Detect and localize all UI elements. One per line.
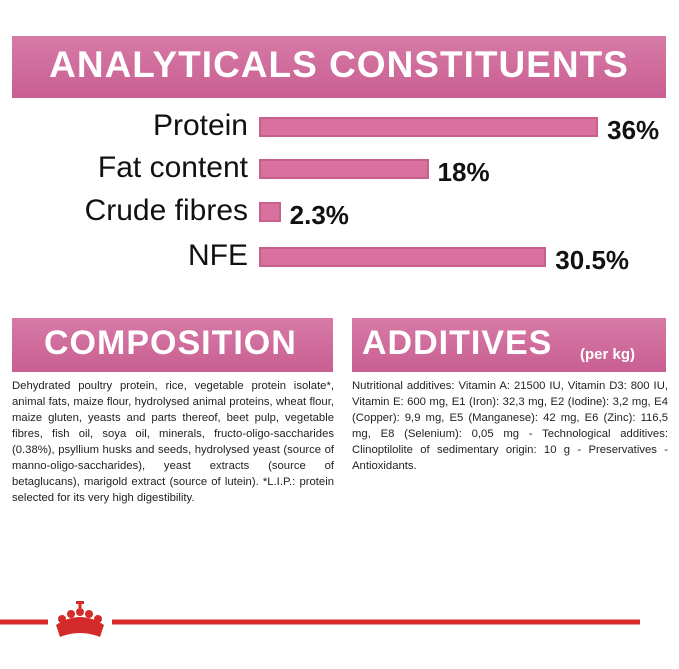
bar [259,117,599,137]
value-label: 30.5% [555,245,630,275]
category-label: Fat content [97,151,248,184]
value-label: 18% [437,157,490,187]
footer [0,601,640,637]
chart-title: ANALYTICALS CONSTITUENTS [49,44,629,85]
additives-title: ADDITIVES [362,324,553,362]
header-band [12,36,666,98]
composition-band [12,318,333,372]
bar [259,247,547,267]
composition-title: COMPOSITION [44,324,297,362]
value-label: 2.3% [289,200,349,230]
category-label: Crude fibres [84,194,248,227]
composition-text: Dehydrated poultry protein, rice, vegeta… [12,380,334,504]
additives-text: Nutritional additives: Vitamin A: 21500 … [352,380,668,472]
bar [259,202,281,222]
category-label: NFE [188,239,248,272]
value-label: 36% [607,115,660,145]
additives-band [352,318,666,372]
bar [259,159,429,179]
additives-subtitle: (per kg) [580,346,636,363]
category-label: Protein [152,109,248,142]
crown-logo [56,601,104,637]
